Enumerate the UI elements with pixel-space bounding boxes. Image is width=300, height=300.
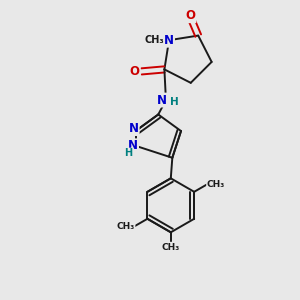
Text: CH₃: CH₃ — [207, 180, 225, 189]
Text: N: N — [164, 34, 174, 47]
Text: H: H — [170, 97, 179, 106]
Text: CH₃: CH₃ — [144, 35, 164, 45]
Text: O: O — [185, 9, 195, 22]
Text: CH₃: CH₃ — [116, 222, 135, 231]
Text: CH₃: CH₃ — [162, 242, 180, 251]
Text: O: O — [130, 65, 140, 78]
Text: H: H — [124, 148, 132, 158]
Text: N: N — [128, 139, 138, 152]
Text: N: N — [157, 94, 167, 106]
Text: N: N — [129, 122, 139, 135]
